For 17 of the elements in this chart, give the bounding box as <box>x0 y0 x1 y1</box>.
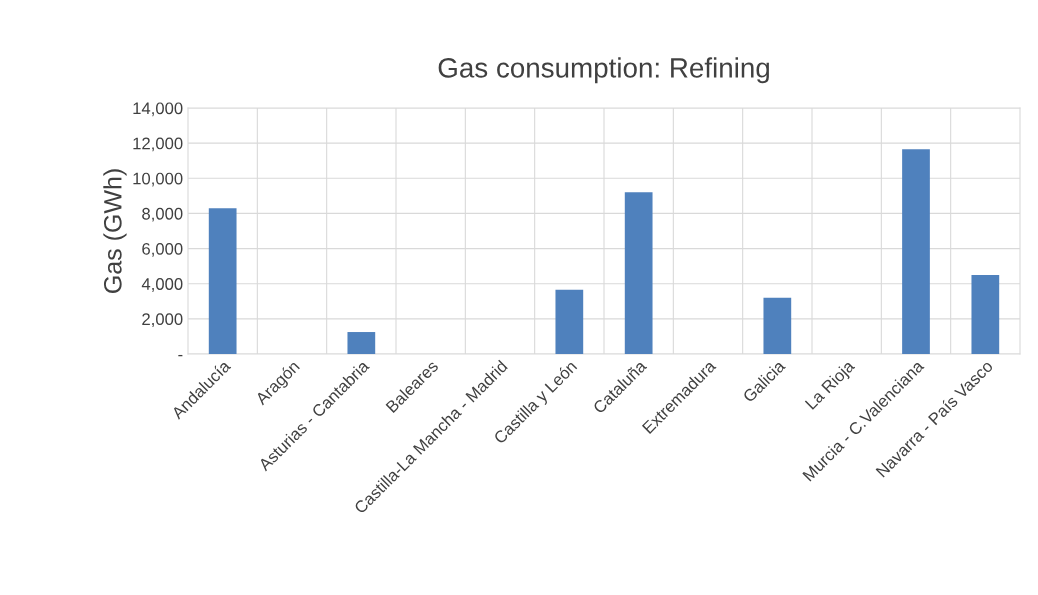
bar <box>555 289 584 354</box>
bar <box>208 208 237 354</box>
bar <box>763 297 792 354</box>
y-tick-label: 12,000 <box>133 137 183 152</box>
bar <box>624 192 653 354</box>
y-tick-label: 8,000 <box>142 207 183 222</box>
bar <box>902 149 930 354</box>
y-tick-label: 14,000 <box>133 102 183 117</box>
y-axis-title: Gas (GWh) <box>103 169 127 293</box>
bar <box>971 274 1000 354</box>
y-tick-label: - <box>178 354 183 357</box>
y-tick-label: 10,000 <box>133 172 183 187</box>
y-tick-label: 2,000 <box>142 313 183 328</box>
bar <box>347 332 376 354</box>
chart-title: Gas consumption: Refining <box>438 57 769 84</box>
y-tick-label: 4,000 <box>141 278 183 292</box>
y-tick-label: 6,000 <box>142 242 183 257</box>
